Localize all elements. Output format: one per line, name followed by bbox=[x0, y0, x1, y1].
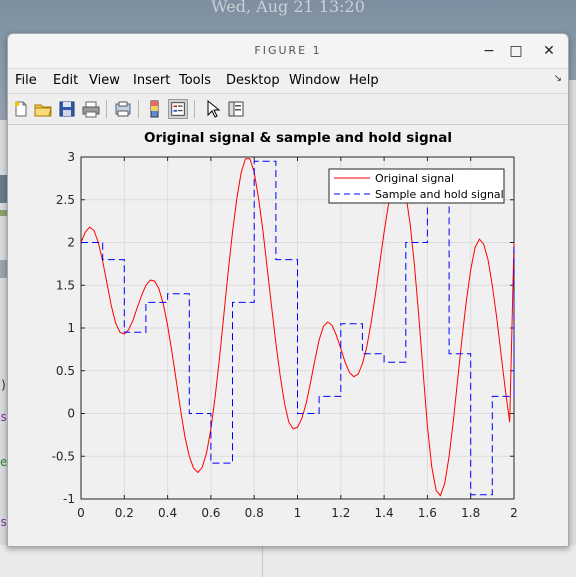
figure-window: FIGURE 1 − □ ✕ File Edit View Insert Too… bbox=[7, 33, 569, 547]
y-tick-label: -1 bbox=[63, 492, 75, 506]
series-original-signal bbox=[80, 158, 515, 497]
legend-box bbox=[328, 168, 505, 204]
legend-entry-sample-hold: Sample and hold signal bbox=[375, 188, 504, 201]
menu-tools[interactable]: Tools bbox=[179, 73, 212, 88]
x-tick-label: 1.4 bbox=[375, 506, 394, 520]
x-tick-label: 0.2 bbox=[115, 506, 134, 520]
menu-desktop[interactable]: Desktop bbox=[226, 73, 280, 88]
y-tick-label: -0.5 bbox=[52, 449, 75, 463]
menu-help[interactable]: Help bbox=[349, 73, 379, 88]
title-bar[interactable]: FIGURE 1 − □ ✕ bbox=[8, 34, 568, 69]
menu-bar: File Edit View Insert Tools Desktop Wind… bbox=[8, 70, 568, 92]
x-tick-label: 0.8 bbox=[245, 506, 264, 520]
background-window-bottom bbox=[0, 545, 576, 577]
legend-entry-original: Original signal bbox=[375, 172, 454, 185]
print-icon[interactable] bbox=[81, 99, 101, 119]
background-window-edge-left: ) s e s bbox=[0, 120, 8, 577]
save-icon[interactable] bbox=[57, 99, 77, 119]
x-tick-label: 1.8 bbox=[461, 506, 480, 520]
toolbar-separator bbox=[194, 100, 195, 118]
new-figure-icon[interactable] bbox=[11, 99, 31, 119]
background-text-fragment: e bbox=[0, 455, 8, 469]
figure-toolbar bbox=[8, 93, 568, 125]
series-sample-and-hold-signal bbox=[81, 160, 515, 496]
minimize-button[interactable]: − bbox=[483, 43, 495, 59]
desktop-clock: Wed, Aug 21 13:20 bbox=[211, 0, 365, 16]
x-tick-label: 1.6 bbox=[418, 506, 437, 520]
menu-insert[interactable]: Insert bbox=[133, 73, 171, 88]
open-file-icon[interactable] bbox=[33, 99, 53, 119]
background-text-fragment: ) bbox=[0, 378, 8, 392]
menu-edit[interactable]: Edit bbox=[53, 73, 79, 88]
menu-view[interactable]: View bbox=[89, 73, 120, 88]
window-title: FIGURE 1 bbox=[254, 44, 322, 57]
figure-canvas: Original signal & sample and hold signal… bbox=[8, 125, 568, 546]
menu-dock-arrow-icon[interactable]: ↘ bbox=[553, 73, 562, 84]
plot-area[interactable]: Original signal & sample and hold signal… bbox=[8, 125, 568, 546]
x-tick-label: 0.4 bbox=[158, 506, 177, 520]
legend-icon[interactable] bbox=[168, 99, 188, 119]
x-tick-label: 0 bbox=[77, 506, 85, 520]
toolbar-separator bbox=[138, 100, 139, 118]
y-tick-label: 2.5 bbox=[56, 193, 75, 207]
y-tick-label: 0 bbox=[67, 407, 75, 421]
legend[interactable]: Original signal Sample and hold signal bbox=[328, 168, 505, 204]
background-strip bbox=[0, 175, 8, 203]
close-button[interactable]: ✕ bbox=[543, 43, 555, 59]
maximize-button[interactable]: □ bbox=[509, 43, 523, 59]
y-tick-label: 1 bbox=[67, 321, 75, 335]
y-tick-label: 2 bbox=[67, 236, 75, 250]
x-tick-label: 0.6 bbox=[201, 506, 220, 520]
chart-title: Original signal & sample and hold signal bbox=[144, 130, 452, 146]
background-text-fragment: s bbox=[0, 410, 8, 424]
x-tick-label: 2 bbox=[510, 506, 518, 520]
background-divider bbox=[262, 545, 263, 577]
series-lines bbox=[80, 158, 515, 497]
toolbar-separator bbox=[106, 100, 107, 118]
y-tick-label: 1.5 bbox=[56, 278, 75, 292]
x-tick-label: 1.2 bbox=[331, 506, 350, 520]
colorbar-icon[interactable] bbox=[145, 99, 165, 119]
background-strip bbox=[0, 210, 8, 216]
property-editor-icon[interactable] bbox=[226, 99, 246, 119]
y-tick-label: 3 bbox=[67, 150, 75, 164]
y-tick-label: 0.5 bbox=[56, 364, 75, 378]
background-window-edge-right bbox=[567, 80, 576, 550]
menu-window[interactable]: Window bbox=[289, 73, 341, 88]
background-text-fragment: s bbox=[0, 515, 8, 529]
pointer-icon[interactable] bbox=[202, 99, 222, 119]
background-strip bbox=[0, 260, 8, 278]
menu-file[interactable]: File bbox=[15, 73, 37, 88]
axis-ticks: 0 0.2 0.4 0.6 0.8 1 1.2 1.4 1.6 1.8 2 -1 -0.5 0 0.5 1 1.… bbox=[52, 150, 518, 520]
print-preview-icon[interactable] bbox=[113, 99, 133, 119]
x-tick-label: 1 bbox=[294, 506, 302, 520]
